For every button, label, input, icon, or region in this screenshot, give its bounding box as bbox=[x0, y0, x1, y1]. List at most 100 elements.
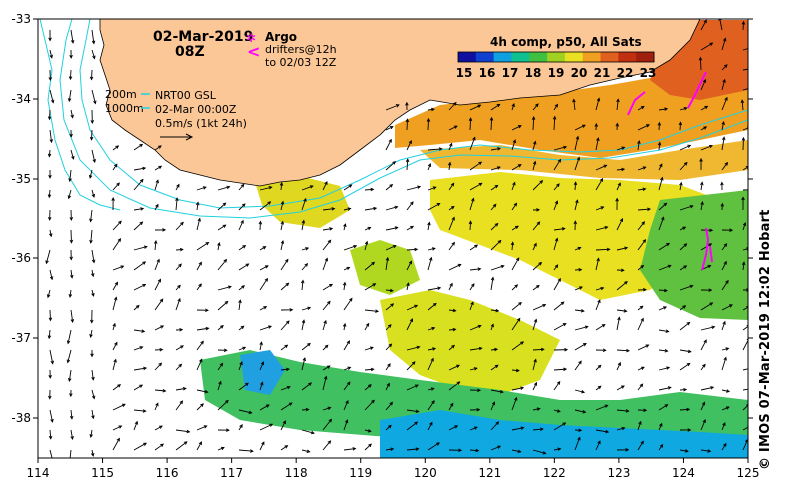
current-arrow bbox=[133, 346, 144, 351]
current-arrow bbox=[700, 19, 707, 31]
current-arrow bbox=[385, 343, 393, 351]
current-arrow bbox=[469, 182, 483, 191]
current-arrow bbox=[490, 264, 505, 271]
current-arrow bbox=[679, 321, 691, 331]
current-arrow bbox=[574, 267, 583, 272]
current-arrow bbox=[469, 104, 482, 111]
current-arrow bbox=[133, 261, 147, 271]
drifter-symbol: < bbox=[247, 42, 260, 61]
current-arrow bbox=[595, 364, 602, 371]
current-arrow bbox=[700, 386, 715, 391]
current-arrow bbox=[112, 358, 117, 371]
current-arrow bbox=[511, 317, 521, 331]
current-arrow bbox=[532, 221, 541, 231]
current-arrow bbox=[280, 344, 289, 351]
current-arrow bbox=[742, 189, 748, 191]
current-arrow bbox=[532, 103, 539, 111]
colorbar-tick-label: 21 bbox=[594, 66, 611, 80]
current-arrow bbox=[448, 182, 455, 191]
current-arrow bbox=[69, 129, 73, 138]
current-arrow bbox=[532, 318, 538, 331]
current-arrow bbox=[133, 166, 147, 171]
current-arrow bbox=[196, 441, 202, 451]
current-arrow bbox=[679, 106, 688, 111]
current-arrow bbox=[658, 366, 671, 371]
current-arrow bbox=[532, 160, 537, 171]
current-arrow bbox=[511, 396, 518, 411]
current-arrow bbox=[616, 182, 621, 191]
current-arrow bbox=[90, 349, 94, 358]
current-arrow bbox=[112, 265, 125, 271]
current-arrow bbox=[511, 284, 519, 291]
depth-label-200m: 200m bbox=[105, 88, 137, 101]
current-arrow bbox=[112, 384, 122, 391]
current-arrow bbox=[238, 449, 254, 453]
current-arrow bbox=[343, 366, 352, 371]
current-arrow bbox=[406, 225, 415, 231]
current-arrow bbox=[67, 89, 72, 103]
current-arrow bbox=[742, 88, 748, 91]
current-arrow bbox=[217, 399, 229, 411]
current-arrow bbox=[658, 242, 671, 251]
current-arrow bbox=[112, 281, 119, 291]
current-arrow bbox=[616, 361, 621, 371]
current-arrow bbox=[511, 257, 520, 271]
current-arrow bbox=[510, 241, 515, 251]
current-arrow bbox=[490, 184, 499, 191]
current-arrow bbox=[637, 166, 647, 171]
current-arrow bbox=[427, 302, 437, 311]
current-arrow bbox=[574, 325, 589, 331]
drifters-to-label: to 02/03 12Z bbox=[265, 56, 337, 69]
current-arrow bbox=[385, 303, 395, 311]
current-arrow bbox=[574, 246, 582, 251]
colorbar-title: 4h comp, p50, All Sats bbox=[490, 35, 642, 49]
current-arrow bbox=[217, 446, 225, 451]
current-arrow bbox=[490, 203, 497, 211]
current-arrow bbox=[301, 185, 314, 191]
current-arrow bbox=[385, 104, 400, 111]
current-arrow bbox=[112, 322, 116, 331]
current-arrow bbox=[49, 89, 55, 104]
current-arrow bbox=[175, 183, 180, 191]
current-arrow bbox=[364, 240, 369, 251]
sst-blue-south-west bbox=[240, 350, 285, 395]
current-arrow bbox=[721, 78, 726, 91]
current-arrow bbox=[175, 441, 188, 451]
current-arrow bbox=[406, 140, 412, 151]
current-arrow bbox=[490, 401, 496, 411]
current-arrow bbox=[574, 436, 581, 451]
current-arrow bbox=[91, 89, 97, 105]
current-arrow bbox=[91, 369, 95, 381]
current-arrow bbox=[658, 404, 669, 411]
current-arrow bbox=[70, 429, 74, 440]
current-arrow bbox=[385, 126, 394, 131]
current-arrow bbox=[532, 381, 538, 391]
current-arrow bbox=[322, 319, 327, 331]
current-arrow bbox=[637, 408, 648, 412]
current-arrow bbox=[154, 362, 163, 371]
current-arrow bbox=[448, 425, 459, 431]
current-arrow bbox=[47, 329, 52, 340]
x-tick-label: 122 bbox=[543, 466, 566, 480]
current-arrow bbox=[301, 357, 307, 371]
colorbar-tick-label: 23 bbox=[640, 66, 657, 80]
current-arrow bbox=[133, 420, 138, 431]
current-arrow bbox=[301, 342, 311, 351]
current-arrow bbox=[490, 389, 504, 394]
current-arrow bbox=[90, 109, 95, 124]
current-arrow bbox=[721, 347, 730, 351]
current-arrow bbox=[427, 357, 434, 371]
current-arrow bbox=[259, 361, 265, 371]
current-arrow bbox=[595, 257, 600, 271]
current-arrow bbox=[91, 29, 96, 45]
current-arrow bbox=[721, 161, 729, 171]
current-arrow bbox=[89, 129, 94, 141]
colorbar bbox=[458, 52, 655, 62]
current-arrow bbox=[217, 348, 228, 352]
current-arrow bbox=[301, 247, 310, 251]
current-arrow bbox=[531, 116, 536, 131]
x-tick-label: 115 bbox=[91, 466, 114, 480]
current-arrow bbox=[448, 364, 460, 371]
colorbar-swatch bbox=[493, 52, 512, 62]
sst-orange-midband bbox=[420, 140, 748, 180]
